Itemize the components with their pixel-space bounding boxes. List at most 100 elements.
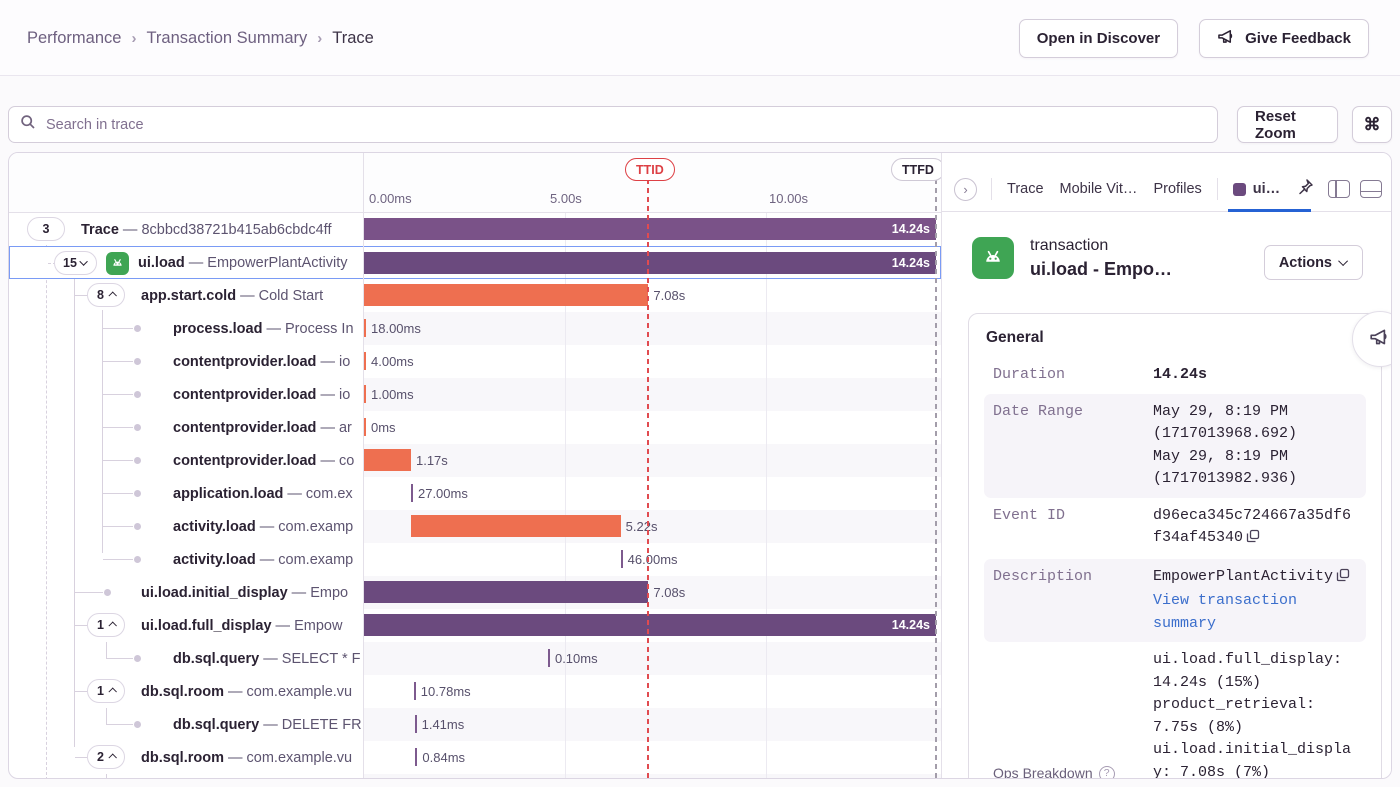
- tree-connector-dot: [134, 556, 141, 563]
- search-input[interactable]: [44, 115, 1206, 134]
- span-count-badge[interactable]: 2: [87, 745, 125, 769]
- span-count-badge[interactable]: 1: [87, 679, 125, 703]
- trace-tree-row[interactable]: activity.load — com.examp: [9, 543, 363, 576]
- trace-tree-row[interactable]: 1 db.sql.room — com.example.vu: [9, 675, 363, 708]
- layout-drawer-left-icon[interactable]: [1328, 180, 1351, 198]
- tree-connector-dot: [134, 325, 141, 332]
- tab-profiles[interactable]: Profiles: [1153, 181, 1202, 197]
- tree-guide-line: [46, 245, 47, 778]
- span-duration-label: 1.00ms: [371, 387, 414, 402]
- timeline-pane[interactable]: 0.00ms 5.00s 10.00s 14.24s 14.24s 7.08s 18.…: [364, 153, 941, 778]
- timeline-row[interactable]: 18.00ms: [364, 312, 941, 345]
- breadcrumb-transaction-summary[interactable]: Transaction Summary: [146, 28, 308, 47]
- view-transaction-summary-link[interactable]: View transaction summary: [1153, 592, 1307, 632]
- trace-tree-row[interactable]: ui.load.initial_display — Empo: [9, 576, 363, 609]
- span-bar[interactable]: [364, 449, 411, 471]
- trace-tree-row[interactable]: contentprovider.load — io: [9, 345, 363, 378]
- description-key: Description: [993, 567, 1093, 585]
- divider: [991, 178, 992, 200]
- span-count-badge[interactable]: 8: [87, 283, 125, 307]
- pin-tab-icon[interactable]: [1297, 178, 1314, 200]
- timeline-row[interactable]: 1.00ms: [364, 378, 941, 411]
- trace-tree-row[interactable]: process.load — Process In: [9, 312, 363, 345]
- span-duration-label: 10.78ms: [420, 684, 471, 699]
- span-label: db.sql.room — com.example.vu: [141, 749, 353, 766]
- span-duration-label: 14.24s: [891, 222, 930, 236]
- timeline-row[interactable]: 7.08s: [364, 279, 941, 312]
- trace-tree-row[interactable]: application.load — com.ex: [9, 477, 363, 510]
- timeline-row[interactable]: 14.24s: [364, 609, 941, 642]
- trace-tree-row[interactable]: activity.load — com.examp: [9, 510, 363, 543]
- tree-connector-line: [103, 459, 133, 461]
- feedback-fab-button[interactable]: [1352, 311, 1391, 367]
- trace-tree-row[interactable]: 8 app.start.cold — Cold Start: [9, 279, 363, 312]
- timeline-row[interactable]: 4.00ms: [364, 345, 941, 378]
- timeline-row[interactable]: 27.00ms: [364, 477, 941, 510]
- tab-trace[interactable]: Trace: [1007, 181, 1044, 197]
- timeline-row[interactable]: 14.24s: [364, 213, 941, 246]
- span-bar[interactable]: [410, 515, 621, 537]
- timeline-row[interactable]: 1.41ms: [364, 708, 941, 741]
- trace-tree-row[interactable]: 1 ui.load.full_display — Empow: [9, 609, 363, 642]
- tree-connector-line: [75, 624, 87, 626]
- timeline-row[interactable]: 0ms: [364, 411, 941, 444]
- trace-tree-row[interactable]: 15 ui.load — EmpowerPlantActivity: [9, 246, 363, 279]
- copy-icon[interactable]: [1246, 529, 1260, 552]
- tree-connector-dot: [134, 358, 141, 365]
- megaphone-icon: [1369, 327, 1391, 352]
- timeline-row[interactable]: 1.17s: [364, 444, 941, 477]
- span-bar[interactable]: [364, 581, 649, 603]
- ops-breakdown-row: Ops Breakdown? ui.load.full_display: 14.…: [984, 642, 1366, 778]
- copy-icon[interactable]: [1336, 568, 1350, 591]
- trace-tree-row[interactable]: contentprovider.load — co: [9, 444, 363, 477]
- span-label: app.start.cold — Cold Start: [141, 287, 324, 304]
- span-count-badge[interactable]: 3: [27, 217, 65, 241]
- span-bar[interactable]: 14.24s: [364, 218, 936, 240]
- tab-mobile-vitals[interactable]: Mobile Vit…: [1059, 181, 1138, 197]
- tree-connector-line: [75, 294, 87, 296]
- actions-button[interactable]: Actions: [1263, 245, 1363, 280]
- transaction-header: transaction ui.load - Empo…: [972, 237, 1172, 280]
- help-icon[interactable]: ?: [1098, 765, 1115, 778]
- span-count-badge[interactable]: 1: [87, 613, 125, 637]
- layout-drawer-bottom-icon[interactable]: [1360, 180, 1383, 198]
- trace-tree-row[interactable]: contentprovider.load — io: [9, 378, 363, 411]
- trace-tree-row[interactable]: db.sql.query — DELETE FR: [9, 708, 363, 741]
- span-label: activity.load — com.examp: [173, 518, 354, 535]
- give-feedback-label: Give Feedback: [1245, 30, 1351, 47]
- span-color-swatch: [1232, 182, 1246, 196]
- timeline-row[interactable]: 0.70ms: [364, 774, 941, 778]
- span-count-badge[interactable]: 15: [54, 251, 97, 275]
- give-feedback-button[interactable]: Give Feedback: [1199, 19, 1369, 58]
- span-bar[interactable]: [364, 284, 649, 306]
- trace-tree-row[interactable]: contentprovider.load — ar: [9, 411, 363, 444]
- breadcrumb-performance[interactable]: Performance: [27, 28, 122, 47]
- trace-tree-row[interactable]: 3 Trace — 8cbbcd38721b415ab6cbdc4ff: [9, 213, 363, 246]
- span-duration-label: 4.00ms: [371, 354, 414, 369]
- tree-connector-line: [103, 492, 133, 494]
- span-duration-label: 14.24s: [891, 618, 930, 632]
- timeline-row[interactable]: 46.00ms: [364, 543, 941, 576]
- timeline-row[interactable]: 14.24s: [364, 246, 941, 279]
- span-tick: [364, 418, 366, 436]
- duration-row: Duration 14.24s: [984, 357, 1366, 394]
- timeline-row[interactable]: 0.84ms: [364, 741, 941, 774]
- tab-active-span[interactable]: ui…: [1227, 167, 1312, 212]
- timeline-row[interactable]: 0.10ms: [364, 642, 941, 675]
- span-label: ui.load.initial_display — Empo: [141, 584, 349, 601]
- span-bar[interactable]: 14.24s: [364, 614, 936, 636]
- search-bar[interactable]: [8, 106, 1218, 143]
- trace-tree-row[interactable]: db.sql.query — INSERT OR: [9, 774, 363, 778]
- timeline-row[interactable]: 5.22s: [364, 510, 941, 543]
- shortcut-button[interactable]: ⌘: [1352, 106, 1392, 143]
- collapse-panel-icon[interactable]: ›: [954, 177, 977, 201]
- trace-tree-row[interactable]: 2 db.sql.room — com.example.vu: [9, 741, 363, 774]
- timeline-row[interactable]: 7.08s: [364, 576, 941, 609]
- ttfd-badge[interactable]: TTFD: [891, 158, 941, 181]
- open-in-discover-button[interactable]: Open in Discover: [1018, 19, 1179, 58]
- span-bar[interactable]: 14.24s: [364, 252, 936, 274]
- trace-tree-row[interactable]: db.sql.query — SELECT * F: [9, 642, 363, 675]
- timeline-row[interactable]: 10.78ms: [364, 675, 941, 708]
- reset-zoom-button[interactable]: Reset Zoom: [1237, 106, 1338, 143]
- ttid-badge[interactable]: TTID: [625, 158, 675, 181]
